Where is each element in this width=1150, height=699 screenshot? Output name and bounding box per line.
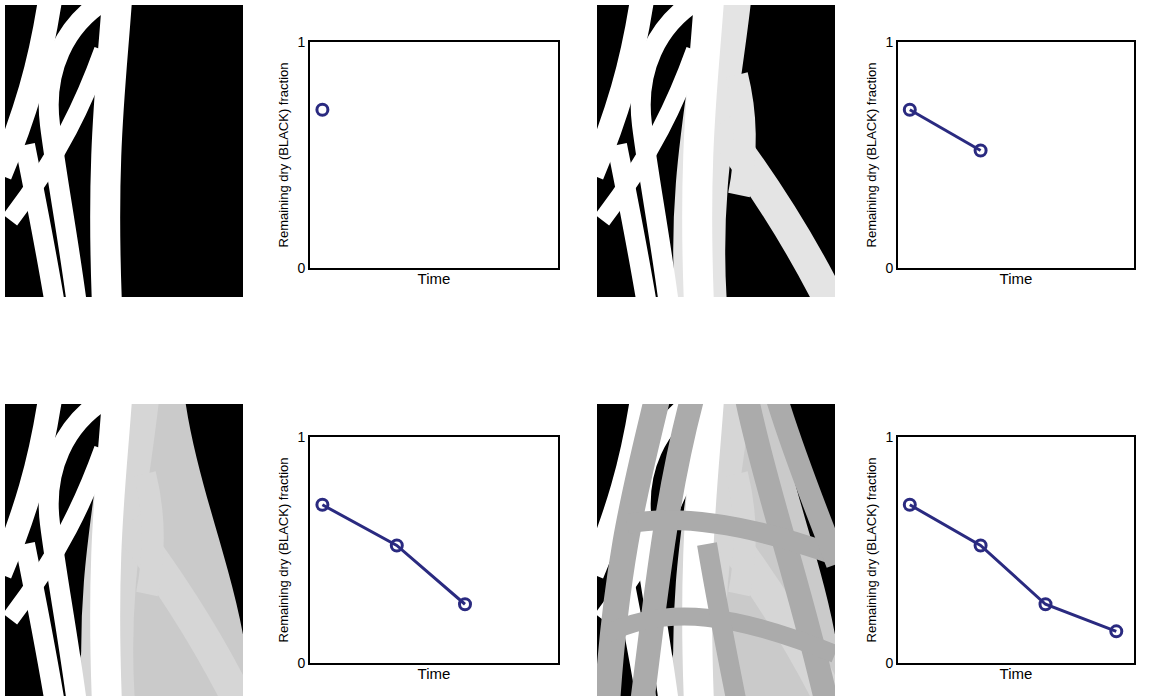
- svg-text:Time: Time: [418, 665, 451, 682]
- svg-text:Remaining dry (BLACK) fraction: Remaining dry (BLACK) fraction: [276, 458, 291, 643]
- svg-text:Remaining dry (BLACK) fraction: Remaining dry (BLACK) fraction: [864, 63, 879, 248]
- svg-text:1: 1: [297, 34, 305, 50]
- svg-text:0: 0: [885, 260, 893, 276]
- svg-text:0: 0: [297, 655, 305, 671]
- svg-text:1: 1: [297, 429, 305, 445]
- svg-text:1: 1: [885, 34, 893, 50]
- svg-text:1: 1: [885, 429, 893, 445]
- svg-text:0: 0: [885, 655, 893, 671]
- svg-text:Remaining dry (BLACK) fraction: Remaining dry (BLACK) fraction: [276, 63, 291, 248]
- svg-text:Time: Time: [1000, 270, 1033, 287]
- svg-text:Remaining dry (BLACK) fraction: Remaining dry (BLACK) fraction: [864, 458, 879, 643]
- svg-text:Time: Time: [418, 270, 451, 287]
- svg-text:0: 0: [297, 260, 305, 276]
- svg-text:Time: Time: [1000, 665, 1033, 682]
